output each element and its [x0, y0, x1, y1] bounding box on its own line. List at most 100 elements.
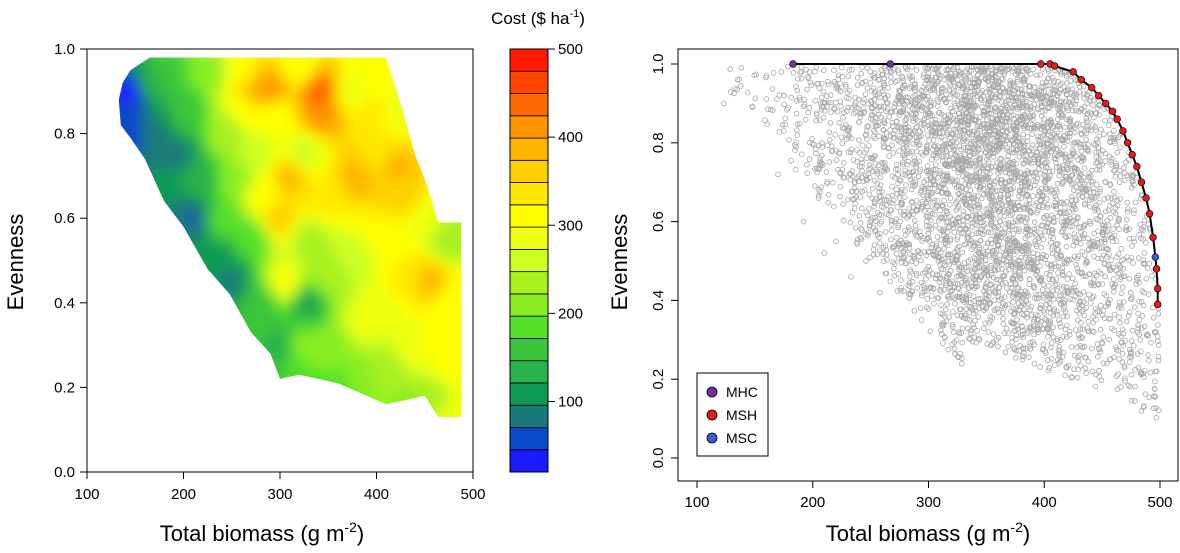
cost-cell — [147, 404, 153, 410]
cost-cell — [242, 224, 248, 230]
cost-cell — [182, 74, 188, 80]
cost-cell — [97, 184, 103, 190]
cost-cell — [287, 234, 293, 240]
cost-cell — [87, 59, 93, 65]
cost-cell — [322, 274, 328, 280]
cost-cell — [317, 139, 323, 145]
cost-cell — [317, 219, 323, 225]
cost-cell — [212, 124, 218, 130]
cost-cell — [267, 354, 273, 360]
cost-cell — [92, 159, 98, 165]
cost-cell — [192, 209, 198, 215]
cost-cell — [187, 49, 193, 55]
cost-cell — [352, 389, 358, 395]
cost-cell — [192, 264, 198, 270]
cost-cell — [332, 254, 338, 260]
cost-cell — [337, 89, 343, 95]
cost-cell — [192, 314, 198, 320]
cost-cell — [317, 234, 323, 240]
cost-cell — [197, 464, 203, 470]
cost-cell — [327, 409, 333, 415]
cost-cell — [367, 254, 373, 260]
cost-cell — [377, 314, 383, 320]
cost-cell — [222, 99, 228, 105]
cost-cell — [152, 114, 158, 120]
cost-cell — [152, 134, 158, 140]
cost-cell — [312, 304, 318, 310]
cost-cell — [292, 264, 298, 270]
cost-cell — [172, 424, 178, 430]
cost-cell — [162, 259, 168, 265]
cost-cell — [342, 384, 348, 390]
cost-cell — [187, 409, 193, 415]
cost-cell — [237, 49, 243, 55]
cost-cell — [247, 444, 253, 450]
cost-cell — [272, 364, 278, 370]
cost-cell — [152, 57, 158, 60]
cost-cell — [142, 329, 148, 335]
cost-cell — [307, 374, 313, 380]
cost-cell — [227, 454, 233, 460]
cost-cell — [347, 324, 353, 330]
cost-cell — [87, 124, 93, 130]
cost-cell — [132, 199, 138, 205]
cost-cell — [102, 129, 108, 135]
cost-cell — [372, 269, 378, 275]
cost-cell — [172, 344, 178, 350]
cost-cell — [182, 379, 188, 385]
cost-cell — [342, 429, 348, 435]
cost-cell — [227, 129, 233, 135]
cost-cell — [322, 139, 328, 145]
cost-cell — [132, 134, 138, 140]
cost-cell — [362, 454, 368, 460]
cost-cell — [262, 204, 268, 210]
cost-cell — [167, 434, 173, 440]
cost-cell — [182, 174, 188, 180]
cost-cell — [262, 224, 268, 230]
cost-cell — [312, 199, 318, 205]
cost-cell — [322, 309, 328, 315]
cost-cell — [172, 264, 178, 270]
cost-cell — [207, 409, 213, 415]
cost-cell — [367, 449, 373, 455]
cost-cell — [182, 454, 188, 460]
cost-cell — [187, 154, 193, 160]
cost-cell — [262, 454, 268, 460]
cost-cell — [127, 119, 133, 125]
cost-cell — [312, 249, 318, 255]
cost-cell — [167, 284, 173, 290]
cost-cell — [112, 389, 118, 395]
cost-cell — [172, 349, 178, 355]
cost-cell — [222, 389, 228, 395]
cost-cell — [177, 224, 183, 230]
cost-cell — [237, 279, 243, 285]
cost-cell — [182, 359, 188, 365]
cost-cell — [177, 249, 183, 255]
cost-cell — [342, 314, 348, 320]
cost-cell — [297, 299, 303, 305]
cost-cell — [237, 359, 243, 365]
cost-cell — [292, 144, 298, 150]
cost-cell — [247, 214, 253, 220]
cost-cell — [297, 209, 303, 215]
cost-cell — [187, 359, 193, 365]
cost-cell — [282, 209, 288, 215]
cost-cell — [347, 179, 353, 185]
cost-cell — [377, 109, 383, 115]
cost-cell — [217, 57, 223, 60]
cost-cell — [192, 359, 198, 365]
cost-cell — [287, 354, 293, 360]
cost-cell — [212, 359, 218, 365]
cost-cell — [182, 459, 188, 465]
cost-cell — [307, 109, 313, 115]
cost-cell — [192, 57, 198, 60]
cost-cell — [207, 124, 213, 130]
cost-cell — [212, 369, 218, 375]
cost-cell — [107, 294, 113, 300]
cost-cell — [107, 414, 113, 420]
cost-cell — [292, 304, 298, 310]
cost-cell — [362, 374, 368, 380]
cost-cell — [367, 219, 373, 225]
cost-cell — [97, 174, 103, 180]
cost-cell — [332, 244, 338, 250]
